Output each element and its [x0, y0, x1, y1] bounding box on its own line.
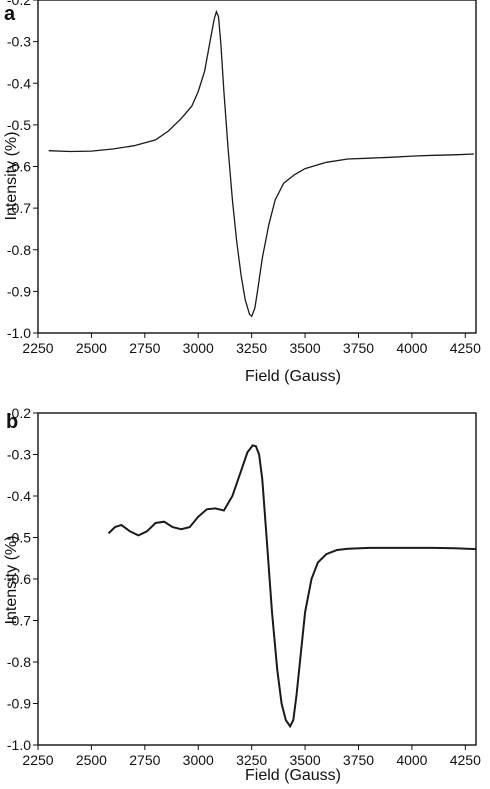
x-tick-label: 2500 [76, 340, 107, 356]
y-tick-label: -0.9 [7, 283, 31, 299]
x-ticks-b: 2250 2500 2750 3000 3250 3500 3750 4000 4250 [22, 745, 481, 768]
x-tick-label: 2500 [76, 752, 107, 768]
x-tick-label: 3500 [289, 340, 320, 356]
y-tick-label: -0.6 [7, 571, 31, 587]
y-tick-label: -0.6 [7, 159, 31, 175]
x-tick-label: 3750 [343, 340, 374, 356]
series-line-a [48, 9, 474, 318]
x-tick-label: 4000 [396, 752, 427, 768]
y-tick-label: -0.2 [7, 405, 31, 421]
series-line-b [107, 444, 477, 729]
y-tick-label: -0.9 [7, 696, 31, 712]
y-tick-label: -0.8 [7, 654, 31, 670]
y-tick-label: -1.0 [7, 737, 31, 753]
y-ticks-a: -0.2 -0.3 -0.4 -0.5 -0.6 -0.7 -0.8 -0.9 -1.0 [7, 0, 38, 341]
y-tick-label: -0.7 [7, 200, 31, 216]
y-tick-label: -0.4 [7, 488, 31, 504]
y-tick-label: -0.3 [7, 447, 31, 463]
y-tick-label: -0.4 [7, 75, 31, 91]
y-tick-label: -0.2 [7, 0, 31, 8]
y-tick-label: -0.5 [7, 530, 31, 546]
x-tick-label: 3250 [236, 752, 267, 768]
y-tick-label: -0.7 [7, 613, 31, 629]
x-tick-label: 2750 [129, 752, 160, 768]
chart-panel-a: a -0.2 -0.3 -0.4 -0.5 -0.6 -0.7 -0.8 -0.9 -1.0 2… [3, 0, 481, 385]
x-axis-title-b: Field (Gauss) [245, 767, 341, 784]
x-ticks-a: 2250 2500 2750 3000 3250 3500 3750 4000 4250 [22, 333, 481, 356]
x-axis-title-a: Field (Gauss) [245, 368, 341, 385]
y-ticks-b: -0.2 -0.3 -0.4 -0.5 -0.6 -0.7 -0.8 -0.9 -1.0 [7, 405, 38, 753]
plot-frame-b [37, 412, 477, 746]
x-tick-label: 4250 [450, 752, 481, 768]
x-tick-label: 3500 [289, 752, 320, 768]
y-tick-label: -1.0 [7, 325, 31, 341]
x-tick-label: 2750 [129, 340, 160, 356]
x-tick-label: 2250 [22, 340, 53, 356]
x-tick-label: 3000 [183, 752, 214, 768]
panel-letter-b: b [6, 411, 18, 433]
x-tick-label: 4250 [450, 340, 481, 356]
y-tick-label: -0.5 [7, 117, 31, 133]
x-tick-label: 3000 [183, 340, 214, 356]
chart-panel-b: b -0.2 -0.3 -0.4 -0.5 -0.6 -0.7 -0.8 -0.9 -1.0 2… [3, 405, 481, 784]
x-tick-label: 3750 [343, 752, 374, 768]
y-axis-title-b: Intensity (%) [3, 536, 20, 625]
y-tick-label: -0.8 [7, 242, 31, 258]
y-axis-title-a: Intensity (%) [3, 132, 20, 221]
x-tick-label: 2250 [22, 752, 53, 768]
x-tick-label: 3250 [236, 340, 267, 356]
y-tick-label: -0.3 [7, 34, 31, 50]
x-tick-label: 4000 [396, 340, 427, 356]
panel-letter-a: a [4, 3, 16, 25]
plot-frame-a [37, 0, 477, 334]
